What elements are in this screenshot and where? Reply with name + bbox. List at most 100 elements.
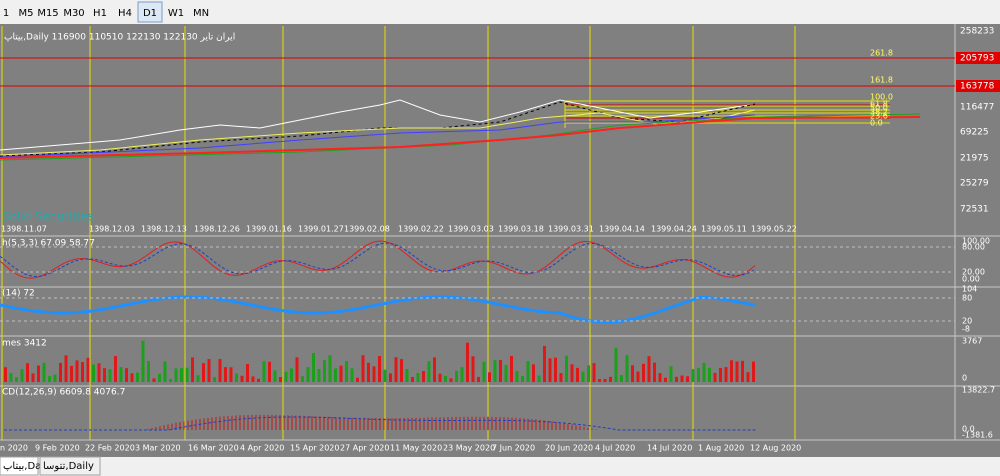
- label: 16 Mar 2020: [188, 444, 239, 453]
- price-line: [0, 116, 921, 159]
- timeframe-label[interactable]: 1: [3, 8, 9, 19]
- volume-bar: [114, 356, 117, 382]
- volume-bar: [108, 369, 112, 382]
- volume-bar: [631, 365, 634, 382]
- volume-bar: [675, 376, 678, 382]
- label: 0: [962, 374, 967, 383]
- volume-bar: [466, 342, 469, 382]
- volume-bar: [334, 368, 337, 382]
- volume-bar: [636, 371, 640, 382]
- chart-tab[interactable]: [39, 456, 101, 476]
- timeframe-button[interactable]: [62, 2, 86, 22]
- volume-bar: [4, 367, 7, 382]
- timeframe-button[interactable]: [88, 2, 112, 22]
- volume-bar: [460, 367, 464, 382]
- label: 23 May 2020: [443, 444, 495, 453]
- volume-bar: [81, 362, 84, 382]
- timeframe-label[interactable]: M30: [63, 8, 84, 19]
- volume-bar: [697, 367, 700, 382]
- label: 261.8: [870, 49, 893, 58]
- timeframe-button[interactable]: [189, 2, 213, 22]
- volume-bar: [125, 368, 128, 382]
- volume-bar: [70, 365, 73, 382]
- timeframe-label[interactable]: W1: [168, 8, 184, 19]
- volume-bar: [526, 361, 530, 382]
- volume-bar: [625, 355, 629, 382]
- volume-bar: [130, 373, 134, 382]
- label: CD(12,26,9) 6609.8 4076.7: [2, 388, 125, 398]
- label: 163778: [960, 82, 995, 92]
- volume-bar: [224, 367, 227, 382]
- label: 69225: [960, 128, 989, 138]
- timeframe-button[interactable]: [137, 1, 163, 23]
- volume-bar: [301, 376, 304, 382]
- volume-bar: [26, 363, 29, 382]
- timeframe-button[interactable]: [14, 2, 38, 22]
- volume-bar: [647, 356, 651, 382]
- price-line: [0, 114, 756, 158]
- label: 1399.05.11: [701, 225, 747, 234]
- volume-bar: [48, 376, 51, 382]
- volume-bar: [372, 366, 376, 382]
- volume-bar: [279, 377, 282, 382]
- chart-tab[interactable]: [0, 456, 39, 476]
- timeframe-label[interactable]: MN: [193, 8, 209, 19]
- volume-bar: [152, 378, 156, 382]
- volume-bar: [251, 376, 255, 382]
- label: 1399.01.27: [298, 225, 344, 234]
- volume-bar: [235, 373, 238, 382]
- label: 1399.02.22: [398, 225, 444, 234]
- volume-bar: [576, 367, 579, 382]
- label: 9 Feb 2020: [35, 444, 80, 453]
- timeframe-label[interactable]: M15: [37, 8, 58, 19]
- label: 161.8: [870, 76, 893, 85]
- label: -8: [962, 325, 970, 334]
- volume-bar: [493, 360, 497, 382]
- label: 7 Jun 2020: [492, 444, 535, 453]
- volume-bar: [240, 375, 244, 382]
- label: 1399.05.22: [751, 225, 797, 234]
- volume-bar: [75, 360, 79, 382]
- volume-bar: [664, 377, 667, 382]
- timeframe-label[interactable]: D1: [143, 8, 157, 19]
- label: 15 Apr 2020: [290, 444, 339, 453]
- volume-bar: [103, 368, 106, 382]
- timeframe-button[interactable]: [113, 2, 137, 22]
- volume-bar: [207, 359, 211, 382]
- volume-bar: [724, 367, 728, 382]
- volume-bar: [510, 355, 513, 382]
- label: 38.2: [870, 108, 888, 117]
- volume-bar: [504, 364, 508, 382]
- label: 27 Apr 2020: [340, 444, 389, 453]
- timeframe-label[interactable]: H4: [118, 8, 132, 19]
- volume-bar: [620, 374, 623, 382]
- tab-bar: [0, 457, 1000, 476]
- volume-bar: [350, 368, 354, 382]
- label: 72531: [960, 205, 989, 215]
- volume-bar: [438, 373, 442, 382]
- timeframe-button[interactable]: [164, 2, 188, 22]
- volume-bar: [449, 378, 453, 382]
- timeframe-label[interactable]: H1: [93, 8, 107, 19]
- label: 1398.11.07: [1, 225, 47, 234]
- label: 258233: [960, 27, 994, 37]
- volume-bar: [680, 375, 684, 382]
- chart-tab-label[interactable]: تتوسا,Daily: [43, 461, 94, 472]
- timeframe-button[interactable]: [36, 2, 60, 22]
- volume-bar: [559, 373, 563, 382]
- volume-bar: [257, 378, 260, 382]
- volume-bar: [119, 367, 123, 382]
- stoch-signal: [0, 242, 756, 277]
- volume-bar: [136, 372, 139, 382]
- label: 1399.03.03: [448, 225, 494, 234]
- label: 14 Jul 2020: [647, 444, 692, 453]
- volume-bar: [730, 360, 733, 382]
- volume-bar: [328, 355, 332, 382]
- label: 20 Jun 2020: [545, 444, 593, 453]
- volume-bar: [471, 356, 475, 382]
- chart-tab-label[interactable]: بیتاپ,Daily: [3, 461, 53, 472]
- label: 1399.03.31: [548, 225, 594, 234]
- timeframe-button[interactable]: [0, 2, 12, 22]
- timeframe-label[interactable]: M5: [19, 8, 34, 19]
